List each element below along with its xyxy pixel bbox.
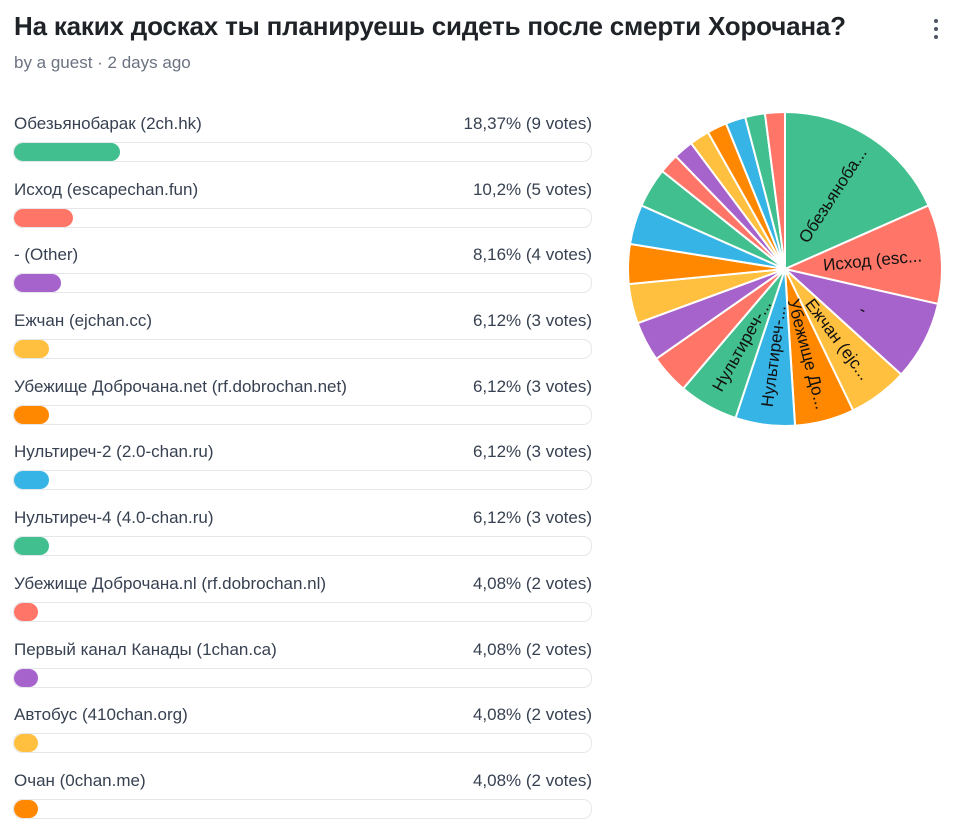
option-bar-fill (14, 734, 38, 753)
option-bar-track (13, 536, 592, 557)
pie-slice (784, 110, 930, 271)
option-bar-track (13, 601, 592, 622)
option-bar-fill (14, 471, 50, 490)
option-label: Обезьянобарак (2ch.hk) (14, 114, 202, 133)
option-bar-fill (14, 537, 50, 556)
option-percent: 4,08% (2 votes) (472, 705, 592, 725)
option-percent: 10,2% (5 votes) (472, 179, 592, 199)
option-label: Первый канал Канады (1chan.ca) (14, 639, 277, 659)
option-bar-fill (14, 274, 62, 293)
option-bar-fill (14, 208, 73, 227)
option-bar-track (13, 404, 592, 425)
option-label: Нультиреч-4 (4.0-chan.ru) (14, 508, 214, 528)
poll-title: На каких досках ты планируешь сидеть пос… (14, 11, 846, 41)
option-bar-track (13, 207, 592, 228)
option-label: Очан (0chan.me) (14, 770, 146, 790)
option-percent: 6,12% (3 votes) (472, 376, 592, 396)
option-bar-track (13, 339, 592, 360)
option-bar-track (13, 798, 592, 819)
poll-option: Первый канал Канады (1chan.ca) 4,08% (2 v… (13, 638, 592, 704)
option-bar-fill (14, 143, 120, 161)
option-label: Исход (escapechan.fun) (14, 179, 199, 199)
option-percent: 6,12% (3 votes) (472, 442, 592, 462)
option-bar-fill (14, 340, 50, 359)
more-vertical-icon[interactable] (922, 14, 950, 44)
pie-slice (763, 110, 786, 270)
option-percent: 4,08% (2 votes) (472, 770, 592, 790)
option-label: Убежище Доброчана.nl (rf.dobrochan.nl) (14, 573, 327, 593)
option-bar-fill (14, 602, 38, 621)
option-bar-fill (14, 405, 50, 424)
option-bar-track (13, 667, 592, 688)
poll-option: Автобус (410chan.org) 4,08% (2 votes) (13, 703, 592, 769)
poll-option: Очан (0chan.me) 4,08% (2 votes) (13, 769, 592, 835)
poll-option: Убежище Доброчана.nl (rf.dobrochan.nl) 4,… (13, 572, 592, 638)
option-label: Нультиреч-2 (2.0-chan.ru) (14, 442, 214, 462)
option-bar-fill (14, 668, 38, 687)
poll-option: Исход (escapechan.fun) 10,2% (5 votes) (13, 178, 592, 244)
poll-option: - (Other) 8,16% (4 votes) (13, 243, 592, 309)
poll-option: Нультиреч-4 (4.0-chan.ru) 6,12% (3 votes) (13, 506, 592, 572)
pie-slice (781, 204, 943, 306)
option-percent: 6,12% (3 votes) (472, 311, 592, 331)
poll-option: Нультиреч-2 (2.0-chan.ru) 6,12% (3 votes) (13, 440, 592, 506)
option-bar-track (13, 470, 592, 491)
option-bar-track (13, 142, 592, 162)
option-percent: 6,12% (3 votes) (472, 508, 592, 528)
option-percent: 8,16% (4 votes) (472, 245, 592, 265)
option-label: Убежище Доброчана.net (rf.dobrochan.net) (14, 376, 347, 396)
option-bar-fill (14, 799, 38, 818)
pie-chart: Обезьяноба...Исход (esc...-Ежчан (ejc...… (627, 110, 943, 428)
poll-option: Обезьянобарак (2ch.hk) 18,37% (9 votes) (13, 112, 592, 178)
option-label: - (Other) (14, 245, 79, 265)
poll-option: Ежчан (ejchan.cc) 6,12% (3 votes) (13, 309, 592, 375)
poll-option: Убежище Доброчана.net (rf.dobrochan.net)… (13, 375, 592, 441)
option-bar-track (13, 273, 592, 294)
option-label: Автобус (410chan.org) (14, 705, 188, 725)
option-percent: 4,08% (2 votes) (472, 639, 592, 659)
poll-meta: by a guest · 2 days ago (14, 53, 191, 72)
poll-options-list: Обезьянобарак (2ch.hk) 18,37% (9 votes) Ис… (13, 112, 592, 835)
option-label: Ежчан (ejchan.cc) (14, 311, 153, 331)
option-percent: 4,08% (2 votes) (472, 573, 592, 593)
option-bar-track (13, 733, 592, 754)
option-percent: 18,37% (9 votes) (463, 114, 592, 133)
